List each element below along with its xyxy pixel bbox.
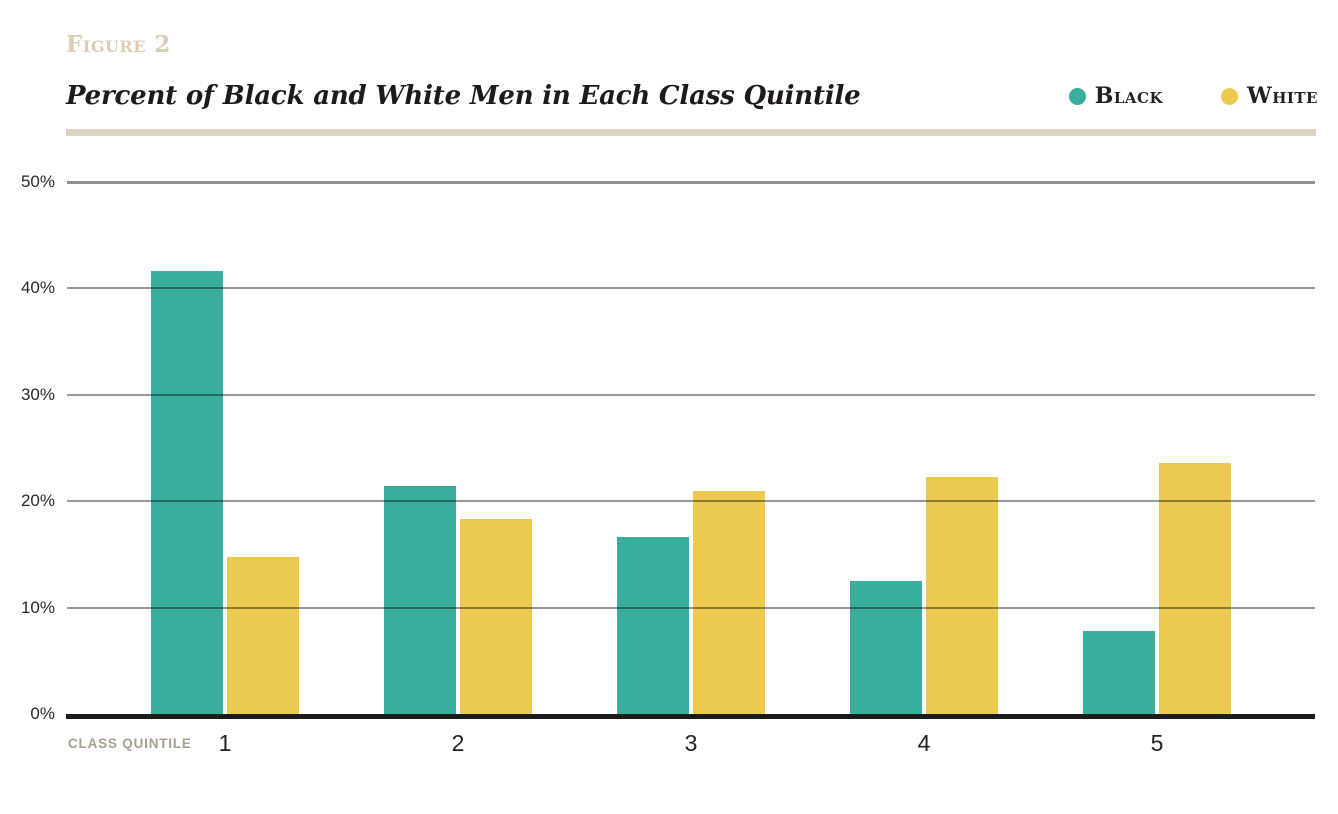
x-tick-1: 1 [218, 730, 232, 756]
gridline-50 [67, 181, 1315, 184]
legend-label-black: Black [1094, 83, 1163, 109]
chart-title: Percent of Black and White Men in Each C… [66, 81, 861, 111]
bar-white-q2 [460, 519, 532, 714]
y-tick-40: 40% [20, 278, 55, 298]
gridline-10 [67, 606, 1315, 609]
x-tick-2: 2 [451, 730, 465, 756]
legend-item-white: White [1221, 83, 1318, 109]
title-row: Percent of Black and White Men in Each C… [66, 79, 1318, 113]
legend: Black White [1068, 83, 1318, 109]
figure-label: Figure 2 [66, 31, 171, 58]
x-tick-4: 4 [917, 730, 931, 756]
legend-swatch-white-icon [1221, 87, 1238, 105]
y-tick-10: 10% [20, 597, 55, 617]
bar-black-q4 [850, 581, 922, 714]
legend-swatch-black-icon [1068, 87, 1086, 105]
bar-white-q4 [926, 477, 998, 714]
bar-white-q5 [1159, 463, 1231, 714]
gridline-20 [67, 500, 1315, 503]
legend-item-black: Black [1068, 83, 1163, 109]
bar-black-q5 [1083, 631, 1155, 714]
y-tick-50: 50% [20, 172, 55, 191]
legend-label-white: White [1247, 83, 1318, 109]
x-tick-3: 3 [684, 730, 698, 756]
gridline-30 [67, 393, 1315, 396]
x-axis-label: CLASS QUINTILE [68, 736, 192, 751]
y-tick-30: 30% [20, 384, 55, 404]
figure-header: Figure 2 Percent of Black and White Men … [0, 0, 1338, 144]
bar-white-q1 [227, 557, 299, 714]
bar-black-q2 [384, 486, 456, 714]
x-tick-5: 5 [1150, 730, 1164, 756]
bar-chart: 0% 10% 20% 30% 40% 50% 1 2 3 4 5 CLASS QUINTILE [0, 141, 1338, 814]
bar-white-q3 [693, 491, 765, 714]
bar-black-q3 [617, 537, 689, 714]
bar-black-q1 [151, 271, 223, 714]
x-axis-line [66, 714, 1315, 719]
y-tick-0: 0% [30, 704, 55, 723]
title-divider [66, 129, 1316, 136]
y-tick-20: 20% [20, 491, 55, 511]
gridline-40 [67, 287, 1315, 290]
